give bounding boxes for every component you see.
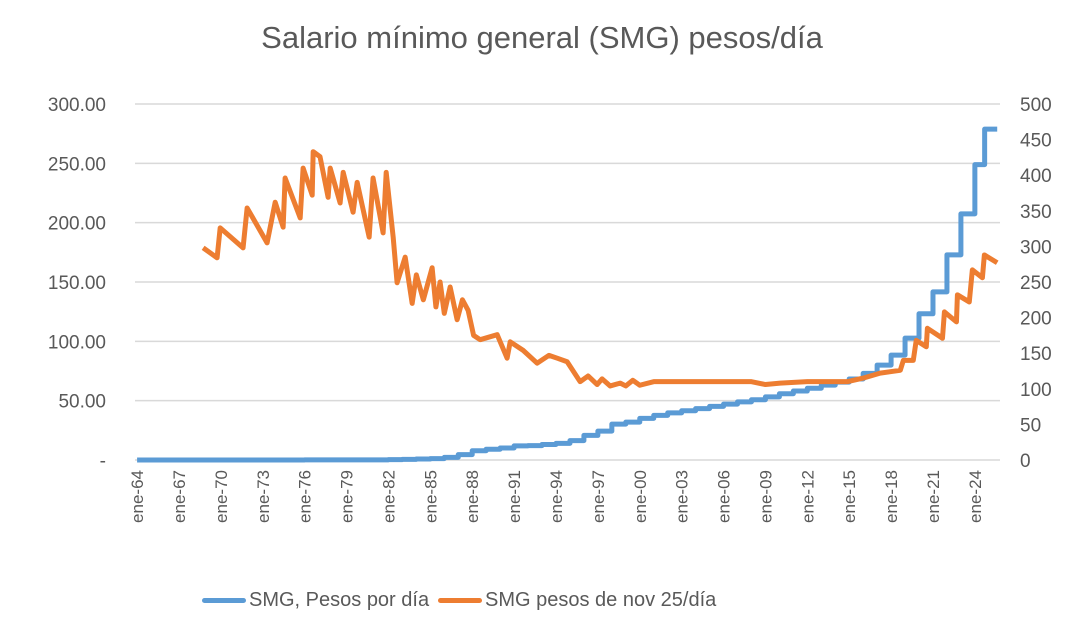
y2-tick-label: 200 xyxy=(1020,309,1052,330)
x-tick-label: ene-64 xyxy=(128,470,147,523)
y2-tick-label: 250 xyxy=(1020,273,1052,294)
y-tick-label: 200.00 xyxy=(48,214,106,235)
x-tick-label: ene-06 xyxy=(715,470,734,523)
x-tick-label: ene-18 xyxy=(882,470,901,523)
x-tick-label: ene-91 xyxy=(505,470,524,523)
y2-tick-label: 450 xyxy=(1020,131,1052,152)
y-axis-right: 0 50 100 150 200 250 300 350 400 450 500 xyxy=(1020,95,1052,472)
y2-tick-label: 500 xyxy=(1020,95,1052,116)
x-tick-label: ene-15 xyxy=(840,470,859,523)
legend-item-smg-real: SMG pesos de nov 25/día xyxy=(438,586,716,614)
y-tick-label: 150.00 xyxy=(48,273,106,294)
x-tick-label: ene-97 xyxy=(589,470,608,523)
series-lines xyxy=(137,126,999,463)
y-tick-label: 250.00 xyxy=(48,154,106,175)
legend-label: SMG pesos de nov 25/día xyxy=(485,588,717,611)
y-tick-label: 50.00 xyxy=(58,392,106,413)
legend-label: SMG, Pesos por día xyxy=(249,588,430,611)
series-line-smg-real xyxy=(201,149,999,389)
gridlines xyxy=(135,103,1000,461)
x-tick-label: ene-94 xyxy=(547,470,566,523)
y2-tick-label: 400 xyxy=(1020,166,1052,187)
x-tick-label: ene-12 xyxy=(798,470,817,523)
x-tick-label: ene-82 xyxy=(379,470,398,523)
y2-tick-label: 50 xyxy=(1020,415,1041,436)
y2-tick-label: 300 xyxy=(1020,237,1052,258)
y-axis-left: - 50.00 100.00 150.00 200.00 250.00 300.00 xyxy=(48,95,106,472)
x-tick-label: ene-00 xyxy=(631,470,650,523)
y2-tick-label: 0 xyxy=(1020,451,1031,472)
x-tick-label: ene-73 xyxy=(254,470,273,523)
legend-item-smg-pesos: SMG, Pesos por día xyxy=(202,586,429,614)
y-tick-label: 300.00 xyxy=(48,95,106,116)
x-tick-label: ene-85 xyxy=(421,470,440,523)
y2-tick-label: 100 xyxy=(1020,380,1052,401)
x-tick-label: ene-70 xyxy=(212,470,231,523)
series-line-smg-nominal xyxy=(137,126,998,463)
legend-swatch-blue xyxy=(202,597,246,603)
x-axis: ene-64 ene-67 ene-70 ene-73 ene-76 ene-79 ene-… xyxy=(128,470,985,523)
y2-tick-label: 350 xyxy=(1020,202,1052,223)
x-tick-label: ene-79 xyxy=(338,470,357,523)
chart-title: Salario mínimo general (SMG) pesos/día xyxy=(261,20,823,55)
x-tick-label: ene-88 xyxy=(463,470,482,523)
x-tick-label: ene-03 xyxy=(673,470,692,523)
x-tick-label: ene-21 xyxy=(924,470,943,523)
y-tick-label: - xyxy=(100,451,106,472)
y2-tick-label: 150 xyxy=(1020,344,1052,365)
y-tick-label: 100.00 xyxy=(48,332,106,353)
x-tick-label: ene-76 xyxy=(296,470,315,523)
legend-swatch-orange xyxy=(438,597,482,603)
x-tick-label: ene-09 xyxy=(756,470,775,523)
x-tick-label: ene-67 xyxy=(170,470,189,523)
x-tick-label: ene-24 xyxy=(966,470,985,523)
